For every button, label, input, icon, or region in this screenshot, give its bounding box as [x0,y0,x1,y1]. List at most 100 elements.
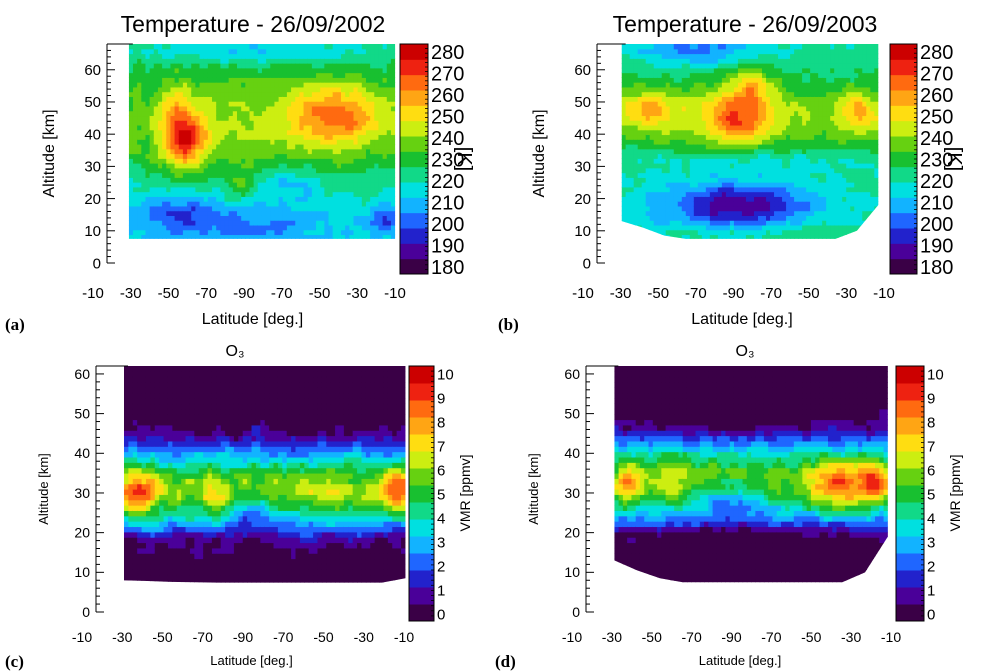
heatmap-cell [649,44,655,50]
heatmap-cell [316,129,321,136]
heatmap-cell [241,191,246,197]
heatmap-cell [657,191,663,197]
heatmap-cell [390,101,396,107]
heatmap-cell [665,134,671,140]
heatmap-cell [291,105,296,112]
heatmap-cell [216,124,221,131]
heatmap-cell [657,120,663,126]
heatmap-cell [270,86,276,93]
heatmap-cell [665,210,671,216]
heatmap-cell [742,239,747,244]
heatmap-cell [182,163,188,169]
heatmap-cell [782,48,787,55]
heatmap-cell [150,244,155,249]
heatmap-cell [212,143,217,150]
heatmap-cell [717,77,723,83]
heatmap-cell [283,249,288,254]
heatmap-cell [224,44,230,50]
heatmap-cell [709,191,715,197]
heatmap-cell [274,86,280,93]
heatmap-cell [766,258,771,263]
heatmap-cell [316,82,321,88]
heatmap-cell [166,158,172,164]
heatmap-cell [786,163,791,169]
heatmap-cell [212,191,217,197]
heatmap-cell [637,67,643,74]
heatmap-cell [166,191,172,197]
heatmap-cell [390,44,396,50]
heatmap-cell [637,124,643,131]
heatmap-cell [353,96,359,102]
heatmap-cell [353,143,359,150]
heatmap-cell [332,172,338,178]
heatmap-cell [722,249,727,254]
heatmap-cell [253,182,259,188]
heatmap-cell [311,110,317,117]
colorbar-swatch [400,151,428,168]
heatmap-cell [713,96,719,102]
heatmap-cell [149,186,155,193]
heatmap-cell [717,129,723,136]
heatmap-cell [709,134,715,140]
heatmap-cell [187,229,192,236]
heatmap-cell [621,67,627,74]
heatmap-cell [274,67,280,74]
heatmap-cell [745,53,751,59]
heatmap-cell [705,196,711,202]
heatmap-cell [212,163,217,169]
heatmap-cell [286,220,292,226]
heatmap-cell [157,91,163,97]
heatmap-cell [157,182,163,188]
heatmap-cell [741,101,747,107]
heatmap-cell [661,91,667,97]
heatmap-cell [645,196,651,202]
heatmap-cell [677,143,683,150]
heatmap-cell [286,191,292,197]
heatmap-cell [762,253,767,258]
heatmap-cell [633,215,639,221]
heatmap-cell [729,215,735,221]
heatmap-cell [220,258,225,263]
heatmap-cell [370,215,375,221]
heatmap-cell [178,205,184,212]
heatmap-cell [637,143,643,150]
heatmap-cell [370,167,375,174]
heatmap-cell [721,115,727,121]
heatmap-cell [353,101,359,107]
heatmap-cell [128,158,134,164]
heatmap-cell [390,129,396,136]
heatmap-cell [361,163,367,169]
heatmap-cell [705,53,711,59]
heatmap-cell [191,48,196,55]
heatmap-cell [137,196,142,202]
heatmap-cell [709,215,715,221]
heatmap-cell [625,115,631,121]
heatmap-cell [328,110,334,117]
heatmap-cell [653,120,659,126]
heatmap-cell [693,129,699,136]
heatmap-cell [637,120,643,126]
heatmap-cell [717,72,723,78]
heatmap-cell [725,58,731,64]
heatmap-cell [220,215,226,221]
heatmap-cell [324,139,330,145]
heatmap-cell [681,205,687,212]
heatmap-cell [274,229,280,236]
colorbar-swatch [400,105,428,122]
heatmap-cell [224,91,230,97]
heatmap-cell [303,67,309,74]
heatmap-cell [697,110,703,117]
heatmap-cell [685,44,691,50]
heatmap-cell [170,191,176,197]
heatmap-cell [220,101,226,107]
heatmap-cell [749,215,755,221]
heatmap-cell [366,239,371,244]
heatmap-cell [345,53,350,59]
heatmap-cell [212,234,217,239]
heatmap-cell [336,167,342,174]
heatmap-cell [261,53,267,59]
heatmap-cell [774,229,779,236]
heatmap-cell [685,201,691,207]
heatmap-cell [685,129,691,136]
heatmap-cell [262,244,267,249]
